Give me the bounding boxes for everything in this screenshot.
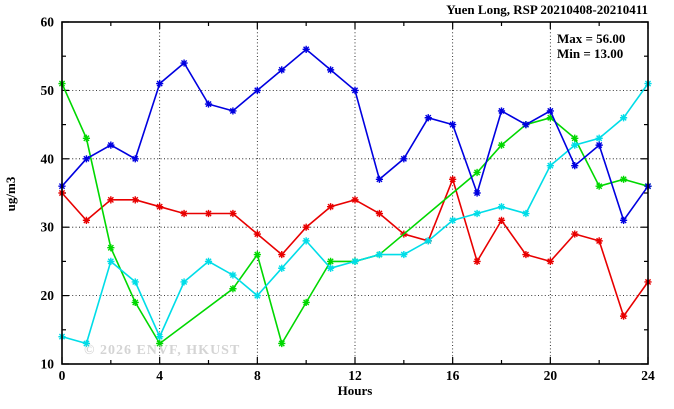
- y-axis-title: ug/m3: [3, 176, 18, 212]
- watermark: © 2026 ENVF, HKUST: [84, 343, 241, 358]
- maxmin-annotation: Max = 56.00 Min = 13.00: [557, 31, 625, 61]
- y-tick-label: 30: [41, 220, 55, 235]
- x-tick-label: 12: [348, 368, 362, 383]
- x-tick-label: 24: [641, 368, 655, 383]
- y-tick-label: 60: [41, 15, 55, 30]
- x-tick-label: 8: [254, 368, 261, 383]
- chart-title: Yuen Long, RSP 20210408-20210411: [446, 2, 648, 17]
- plot-border: [61, 21, 649, 365]
- x-tick-label: 20: [544, 368, 558, 383]
- x-axis-title: Hours: [337, 383, 373, 398]
- min-annotation: Min = 13.00: [557, 46, 624, 61]
- x-tick-label: 4: [156, 368, 163, 383]
- y-tick-label: 40: [41, 151, 55, 166]
- y-tick-label: 50: [41, 83, 55, 98]
- series-green-line: [61, 83, 649, 346]
- y-tick-label: 20: [41, 288, 55, 303]
- x-tick-label: 0: [59, 368, 66, 383]
- y-tick-label: 10: [41, 357, 55, 372]
- max-annotation: Max = 56.00: [557, 31, 626, 46]
- x-tick-label: 16: [446, 368, 460, 383]
